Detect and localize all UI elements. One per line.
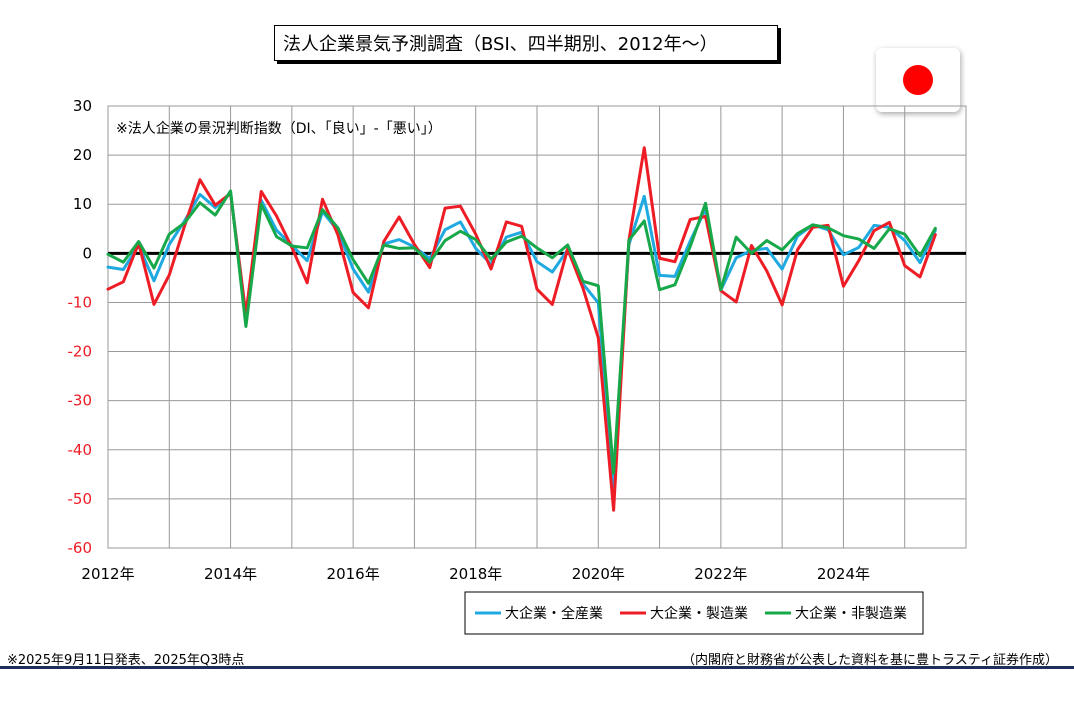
chart-title: 法人企業景気予測調査（BSI、四半期別、2012年～）: [274, 25, 778, 61]
japan-flag-icon: [876, 48, 960, 112]
x-tick-label: 2022年: [694, 565, 747, 583]
y-tick-label: -20: [68, 343, 93, 361]
x-tick-label: 2018年: [449, 565, 502, 583]
y-tick-label: 20: [73, 146, 92, 164]
flag-sun: [903, 65, 933, 95]
source-note: （内閣府と財務省が公表した資料を基に豊トラスティ証券作成）: [682, 653, 1058, 668]
y-tick-label: -30: [68, 392, 93, 410]
legend-label-3: 大企業・非製造業: [795, 605, 907, 622]
x-tick-label: 2012年: [81, 565, 134, 583]
bottom-rule: [0, 666, 1074, 669]
y-tick-label: -40: [68, 441, 93, 459]
footnote: ※2025年9月11日発表、2025年Q3時点: [7, 653, 245, 668]
y-tick-label: 10: [73, 195, 92, 213]
y-tick-label: -60: [68, 539, 93, 557]
legend-label-2: 大企業・製造業: [650, 605, 748, 622]
x-tick-label: 2014年: [204, 565, 257, 583]
line-chart: 30 20 10 0 -10 -20 -30 -40 -50 -60 2012年 2014年 2016年…: [68, 97, 967, 635]
x-tick-label: 2024年: [817, 565, 870, 583]
x-tick-label: 2016年: [327, 565, 380, 583]
y-tick-label: -10: [68, 293, 93, 311]
series-line-3: [106, 189, 937, 475]
legend-box: [464, 591, 924, 635]
chart-subtitle: ※法人企業の景況判断指数（DI、「良い」-「悪い」）: [116, 120, 442, 137]
legend-label-1: 大企業・全産業: [505, 605, 603, 622]
y-tick-label: -50: [68, 490, 93, 508]
y-tick-label: 30: [73, 97, 92, 115]
x-tick-label: 2020年: [572, 565, 625, 583]
y-tick-label: 0: [82, 244, 92, 262]
